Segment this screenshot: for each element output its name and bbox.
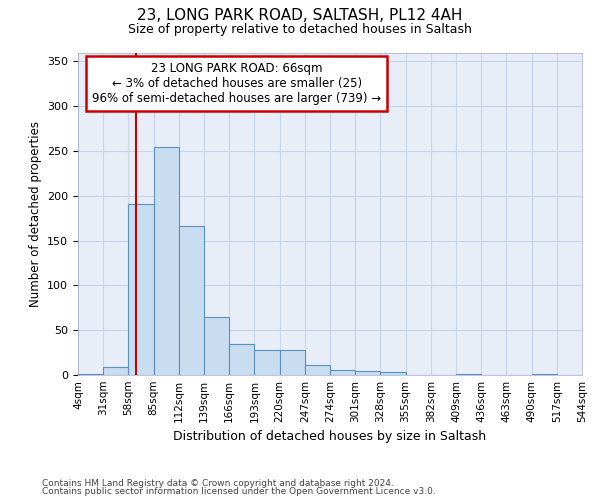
Bar: [78, 374, 103, 375]
Text: 23, LONG PARK ROAD, SALTASH, PL12 4AH: 23, LONG PARK ROAD, SALTASH, PL12 4AH: [137, 8, 463, 22]
Bar: [380, 372, 406, 375]
X-axis label: Distribution of detached houses by size in Saltash: Distribution of detached houses by size …: [173, 430, 487, 444]
Bar: [532, 374, 557, 375]
Bar: [179, 226, 204, 375]
Bar: [154, 146, 179, 375]
Bar: [305, 365, 330, 375]
Bar: [456, 374, 481, 375]
Bar: [330, 370, 355, 375]
Text: 23 LONG PARK ROAD: 66sqm
← 3% of detached houses are smaller (25)
96% of semi-de: 23 LONG PARK ROAD: 66sqm ← 3% of detache…: [92, 62, 382, 105]
Bar: [254, 350, 280, 375]
Text: Size of property relative to detached houses in Saltash: Size of property relative to detached ho…: [128, 22, 472, 36]
Text: Contains HM Land Registry data © Crown copyright and database right 2024.: Contains HM Land Registry data © Crown c…: [42, 478, 394, 488]
Bar: [229, 344, 254, 375]
Bar: [280, 350, 305, 375]
Text: Contains public sector information licensed under the Open Government Licence v3: Contains public sector information licen…: [42, 487, 436, 496]
Y-axis label: Number of detached properties: Number of detached properties: [29, 120, 41, 306]
Bar: [128, 204, 154, 375]
Bar: [204, 317, 229, 375]
Bar: [355, 370, 380, 375]
Bar: [103, 367, 128, 375]
